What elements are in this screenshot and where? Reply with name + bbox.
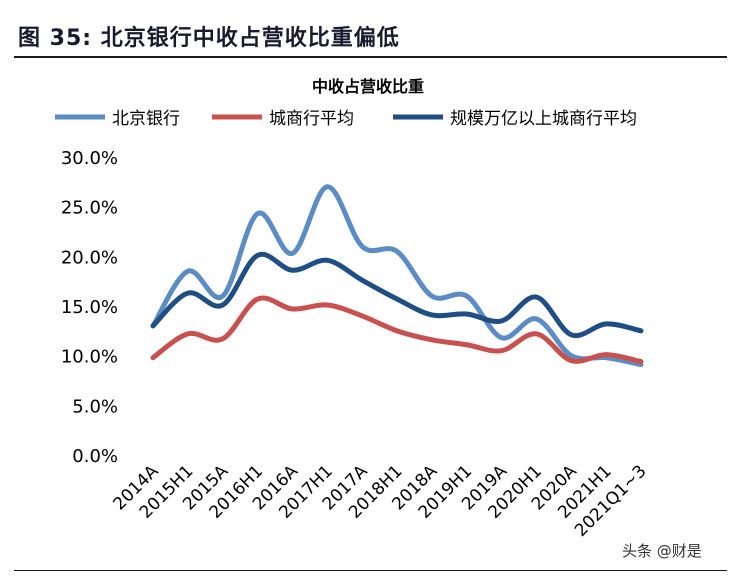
figure-title: 图 35: 北京银行中收占营收比重偏低 [18,26,400,51]
legend: 北京银行 城商行平均 规模万亿以上城商行平均 [55,109,637,129]
chart-title: 中收占营收比重 [312,77,424,96]
y-axis: 0.0% 5.0% 10.0% 15.0% 20.0% 25.0% 30.0% [61,148,118,467]
y-tick-label: 10.0% [61,347,118,368]
series-line-2 [150,251,644,339]
x-axis: 2014A2015H12015A2016H12016A2017H12017A20… [110,461,651,541]
legend-label: 规模万亿以上城商行平均 [450,109,637,129]
top-divider [14,56,727,58]
y-tick-label: 20.0% [61,247,118,268]
y-tick-label: 0.0% [72,446,118,467]
y-tick-label: 30.0% [61,148,118,169]
series-lines [150,184,644,368]
legend-label: 城商行平均 [269,109,354,129]
y-tick-label: 5.0% [72,396,118,417]
watermark: 头条 @财是 [622,542,702,560]
y-tick-label: 15.0% [61,297,118,318]
legend-label: 北京银行 [112,109,180,129]
series-line-0 [150,184,644,368]
series-line-1 [150,295,644,365]
bottom-divider [14,570,727,571]
y-tick-label: 25.0% [61,198,118,219]
